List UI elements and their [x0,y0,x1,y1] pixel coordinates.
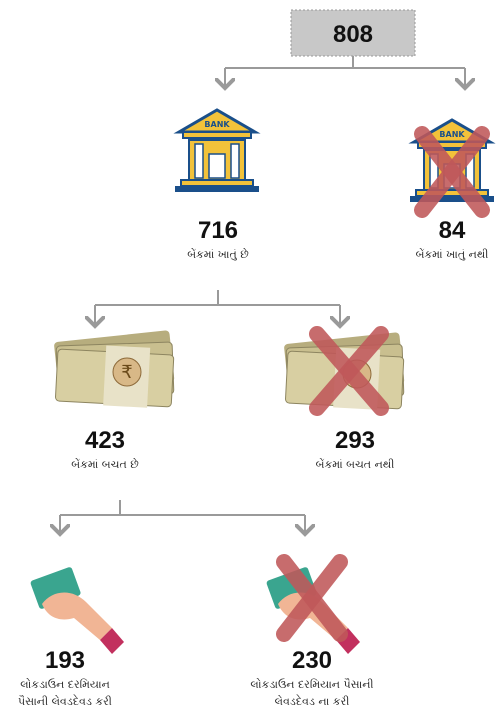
hand-icon-crossed [266,562,360,654]
node-label: પૈસાની લેવડદેવડ કરી [18,694,112,708]
node-label: બેંકમાં બચત છે [71,458,139,471]
diagram: 808 BANK BANK ₹ 716 બેંકમાં ખાતું છે 84 બેં… [0,0,501,722]
node-value: 716 [198,217,238,244]
bank-text: BANK [439,130,465,139]
money-icon-crossed [284,332,405,410]
hand-icon [30,566,124,654]
money-icon: ₹ [54,330,175,408]
bank-text: BANK [204,120,230,129]
node-label: બેંકમાં ખાતું છે [187,248,249,261]
node-label: લોકડાઉન દરમિયાન પૈસાની [250,677,373,691]
node-value: 84 [439,217,466,244]
bank-icon: BANK [175,110,259,192]
node-value: 293 [335,427,375,454]
node-label: બેંકમાં ખાતું નથી [416,248,489,261]
node-label: લોકડાઉન દરમિયાન [20,678,110,691]
node-label: લેવડદેવડ ના કરી [275,694,350,708]
root-value: 808 [333,21,373,48]
bank-icon-crossed: BANK [410,120,494,210]
node-value: 423 [85,427,125,454]
node-value: 193 [45,647,85,674]
node-value: 230 [292,647,332,674]
nodes: 716 બેંકમાં ખાતું છે 84 બેંકમાં ખાતું નથી 42… [18,217,488,708]
currency-symbol: ₹ [121,362,132,383]
node-label: બેંકમાં બચત નથી [316,458,395,471]
